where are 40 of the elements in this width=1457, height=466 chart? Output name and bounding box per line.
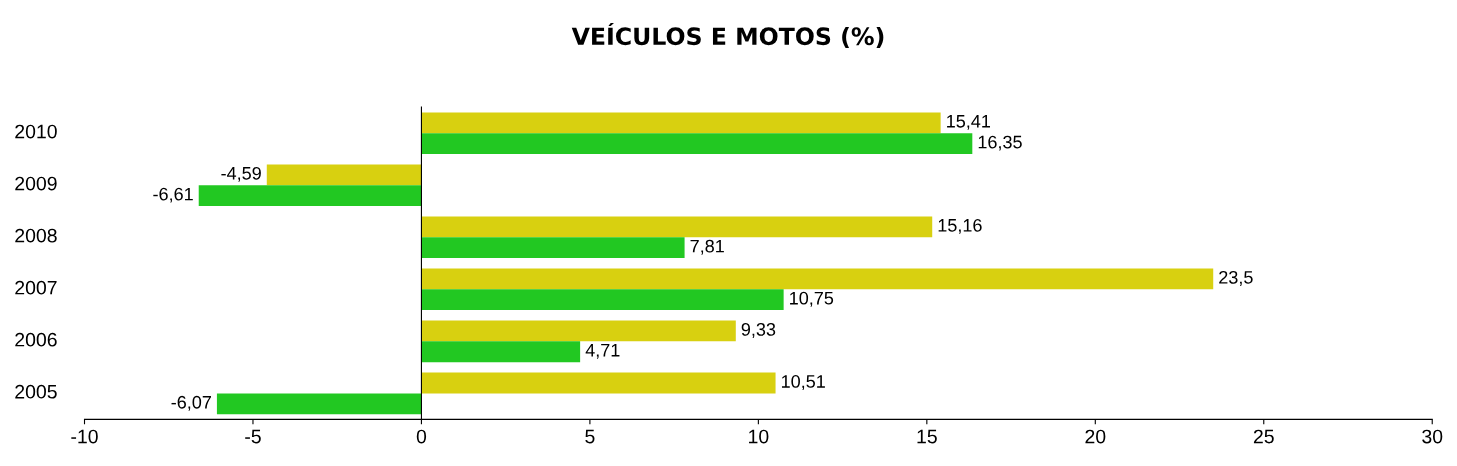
bar [421,133,973,155]
bar [421,237,685,259]
y-tick-label: 2007 [15,280,57,295]
y-tick-label: 2009 [15,176,57,191]
bar [266,164,422,186]
chart-title: VEÍCULOS E MOTOS (%) [571,23,884,48]
bar [421,341,581,363]
x-tick-label: -5 [245,429,261,444]
bar [216,393,422,415]
data-label: 9,33 [741,323,776,338]
data-label: -6,61 [153,187,193,203]
data-label: -6,07 [171,395,211,411]
data-label: 16,35 [978,135,1022,151]
y-tick-label: 2006 [15,332,57,347]
x-tick-label: 10 [749,429,769,444]
data-label: 4,71 [585,344,620,359]
x-tick-label: 5 [585,429,595,444]
bar [198,185,422,207]
y-tick-label: 2005 [15,384,57,399]
x-tick-label: 15 [917,429,937,444]
x-tick-label: 30 [1422,429,1443,444]
bar [421,372,776,394]
bar [421,112,941,134]
y-tick-label: 2008 [15,228,57,243]
bar [421,289,784,311]
data-label: 15,16 [938,218,982,234]
y-tick-label: 2010 [15,124,57,139]
x-tick-label: 0 [416,429,427,444]
bar [421,216,933,238]
x-tick-label: 25 [1253,429,1274,444]
data-label: 10,51 [781,375,825,390]
data-label: 7,81 [690,239,724,255]
x-tick-label: -10 [71,429,98,444]
bar [421,268,1214,290]
data-label: 15,41 [947,115,990,130]
data-label: -4,59 [221,166,261,182]
data-label: 10,75 [790,291,834,307]
data-label: 23,5 [1219,270,1253,286]
bar [421,320,736,342]
x-tick-label: 20 [1085,429,1106,444]
